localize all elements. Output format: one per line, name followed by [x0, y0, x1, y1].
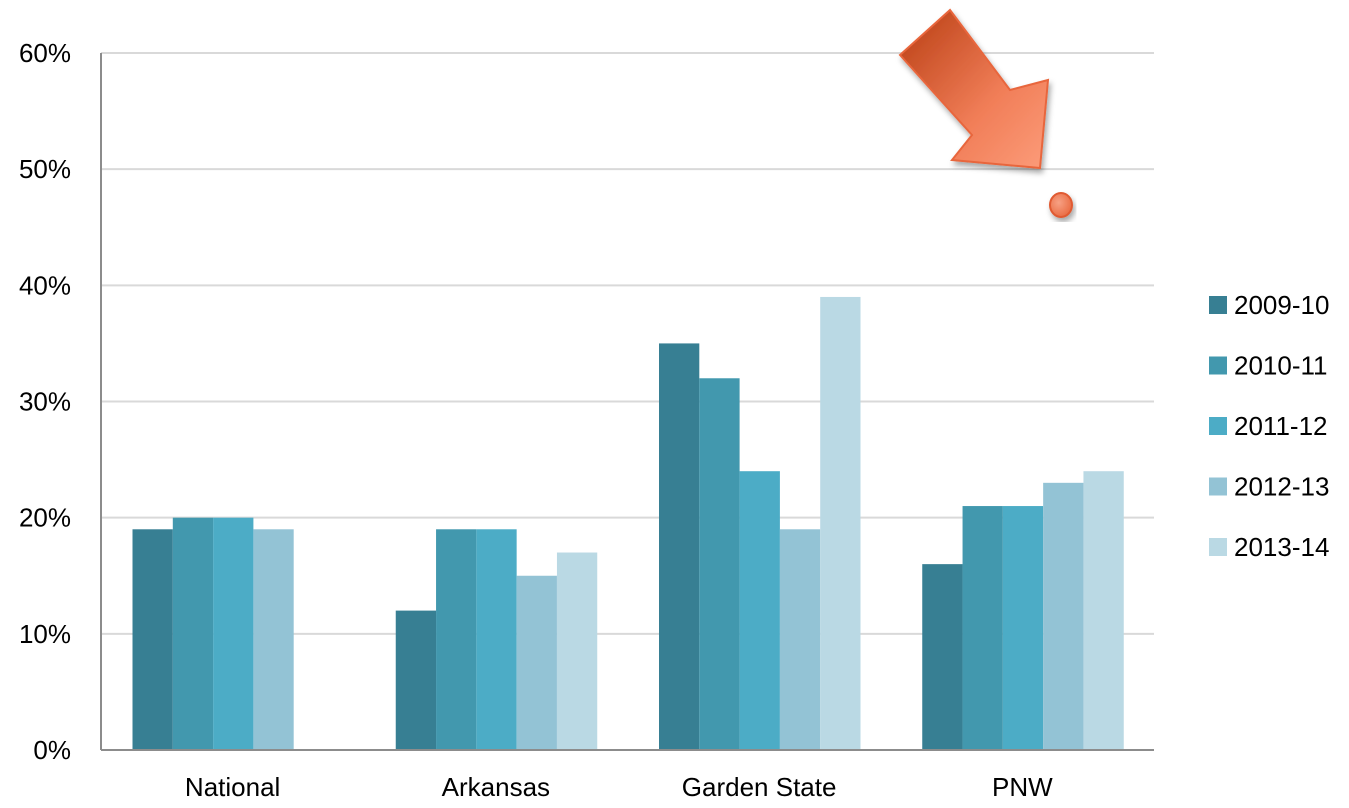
bar-pnw-2012-13 [1043, 482, 1084, 750]
bar-garden-state-2010-11 [699, 378, 740, 750]
x-category-label: National [185, 772, 280, 802]
legend-swatch [1209, 538, 1227, 556]
y-tick-label: 10% [19, 619, 71, 649]
legend-swatch [1209, 477, 1227, 496]
callout-dot-icon [1049, 192, 1073, 218]
bar-arkansas-2009-10 [395, 610, 437, 750]
legend: 2009-10 2010-11 2011-12 2012-13 2013-14 [1209, 290, 1329, 562]
x-category-label: PNW [992, 772, 1053, 802]
legend-swatch [1209, 417, 1227, 435]
bar-garden-state-2012-13 [779, 529, 821, 750]
bar-national-2012-13 [253, 529, 294, 750]
legend-label: 2010-11 [1234, 351, 1328, 381]
legend-label: 2011-12 [1234, 411, 1328, 441]
legend-label: 2012-13 [1234, 472, 1329, 502]
bar-arkansas-2011-12 [476, 529, 517, 750]
y-tick-label: 40% [19, 270, 71, 300]
bar-pnw-2010-11 [962, 506, 1003, 750]
legend-swatch [1209, 296, 1227, 314]
bar-arkansas-2013-14 [556, 552, 598, 750]
y-tick-label: 20% [19, 503, 71, 533]
y-tick-label: 30% [19, 387, 71, 417]
bar-pnw-2013-14 [1083, 471, 1124, 750]
bar-garden-state-2009-10 [659, 343, 700, 750]
legend-label: 2009-10 [1234, 290, 1329, 320]
callout-annotation [898, 8, 1073, 218]
bar-arkansas-2012-13 [516, 575, 557, 750]
bar-pnw-2011-12 [1002, 506, 1044, 750]
x-category-label: Garden State [682, 772, 837, 802]
x-category-label: Arkansas [442, 772, 550, 802]
bar-national-2010-11 [172, 517, 214, 750]
y-tick-label: 0% [33, 735, 71, 765]
legend-label: 2013-14 [1234, 532, 1329, 562]
y-axis: 0% 10% 20% 30% 40% 50% 60% [19, 38, 102, 765]
bar-national-2011-12 [213, 517, 254, 750]
y-tick-label: 50% [19, 154, 71, 184]
callout-arrow-icon [898, 8, 1050, 170]
legend-swatch [1209, 356, 1227, 375]
y-tick-label: 60% [19, 38, 71, 68]
bars [132, 296, 1124, 750]
bar-arkansas-2010-11 [436, 529, 477, 750]
bar-national-2009-10 [132, 529, 173, 750]
bar-garden-state-2013-14 [820, 296, 861, 750]
bar-garden-state-2011-12 [739, 471, 780, 750]
x-axis: National Arkansas Garden State PNW [101, 749, 1154, 802]
bar-pnw-2009-10 [922, 564, 963, 750]
